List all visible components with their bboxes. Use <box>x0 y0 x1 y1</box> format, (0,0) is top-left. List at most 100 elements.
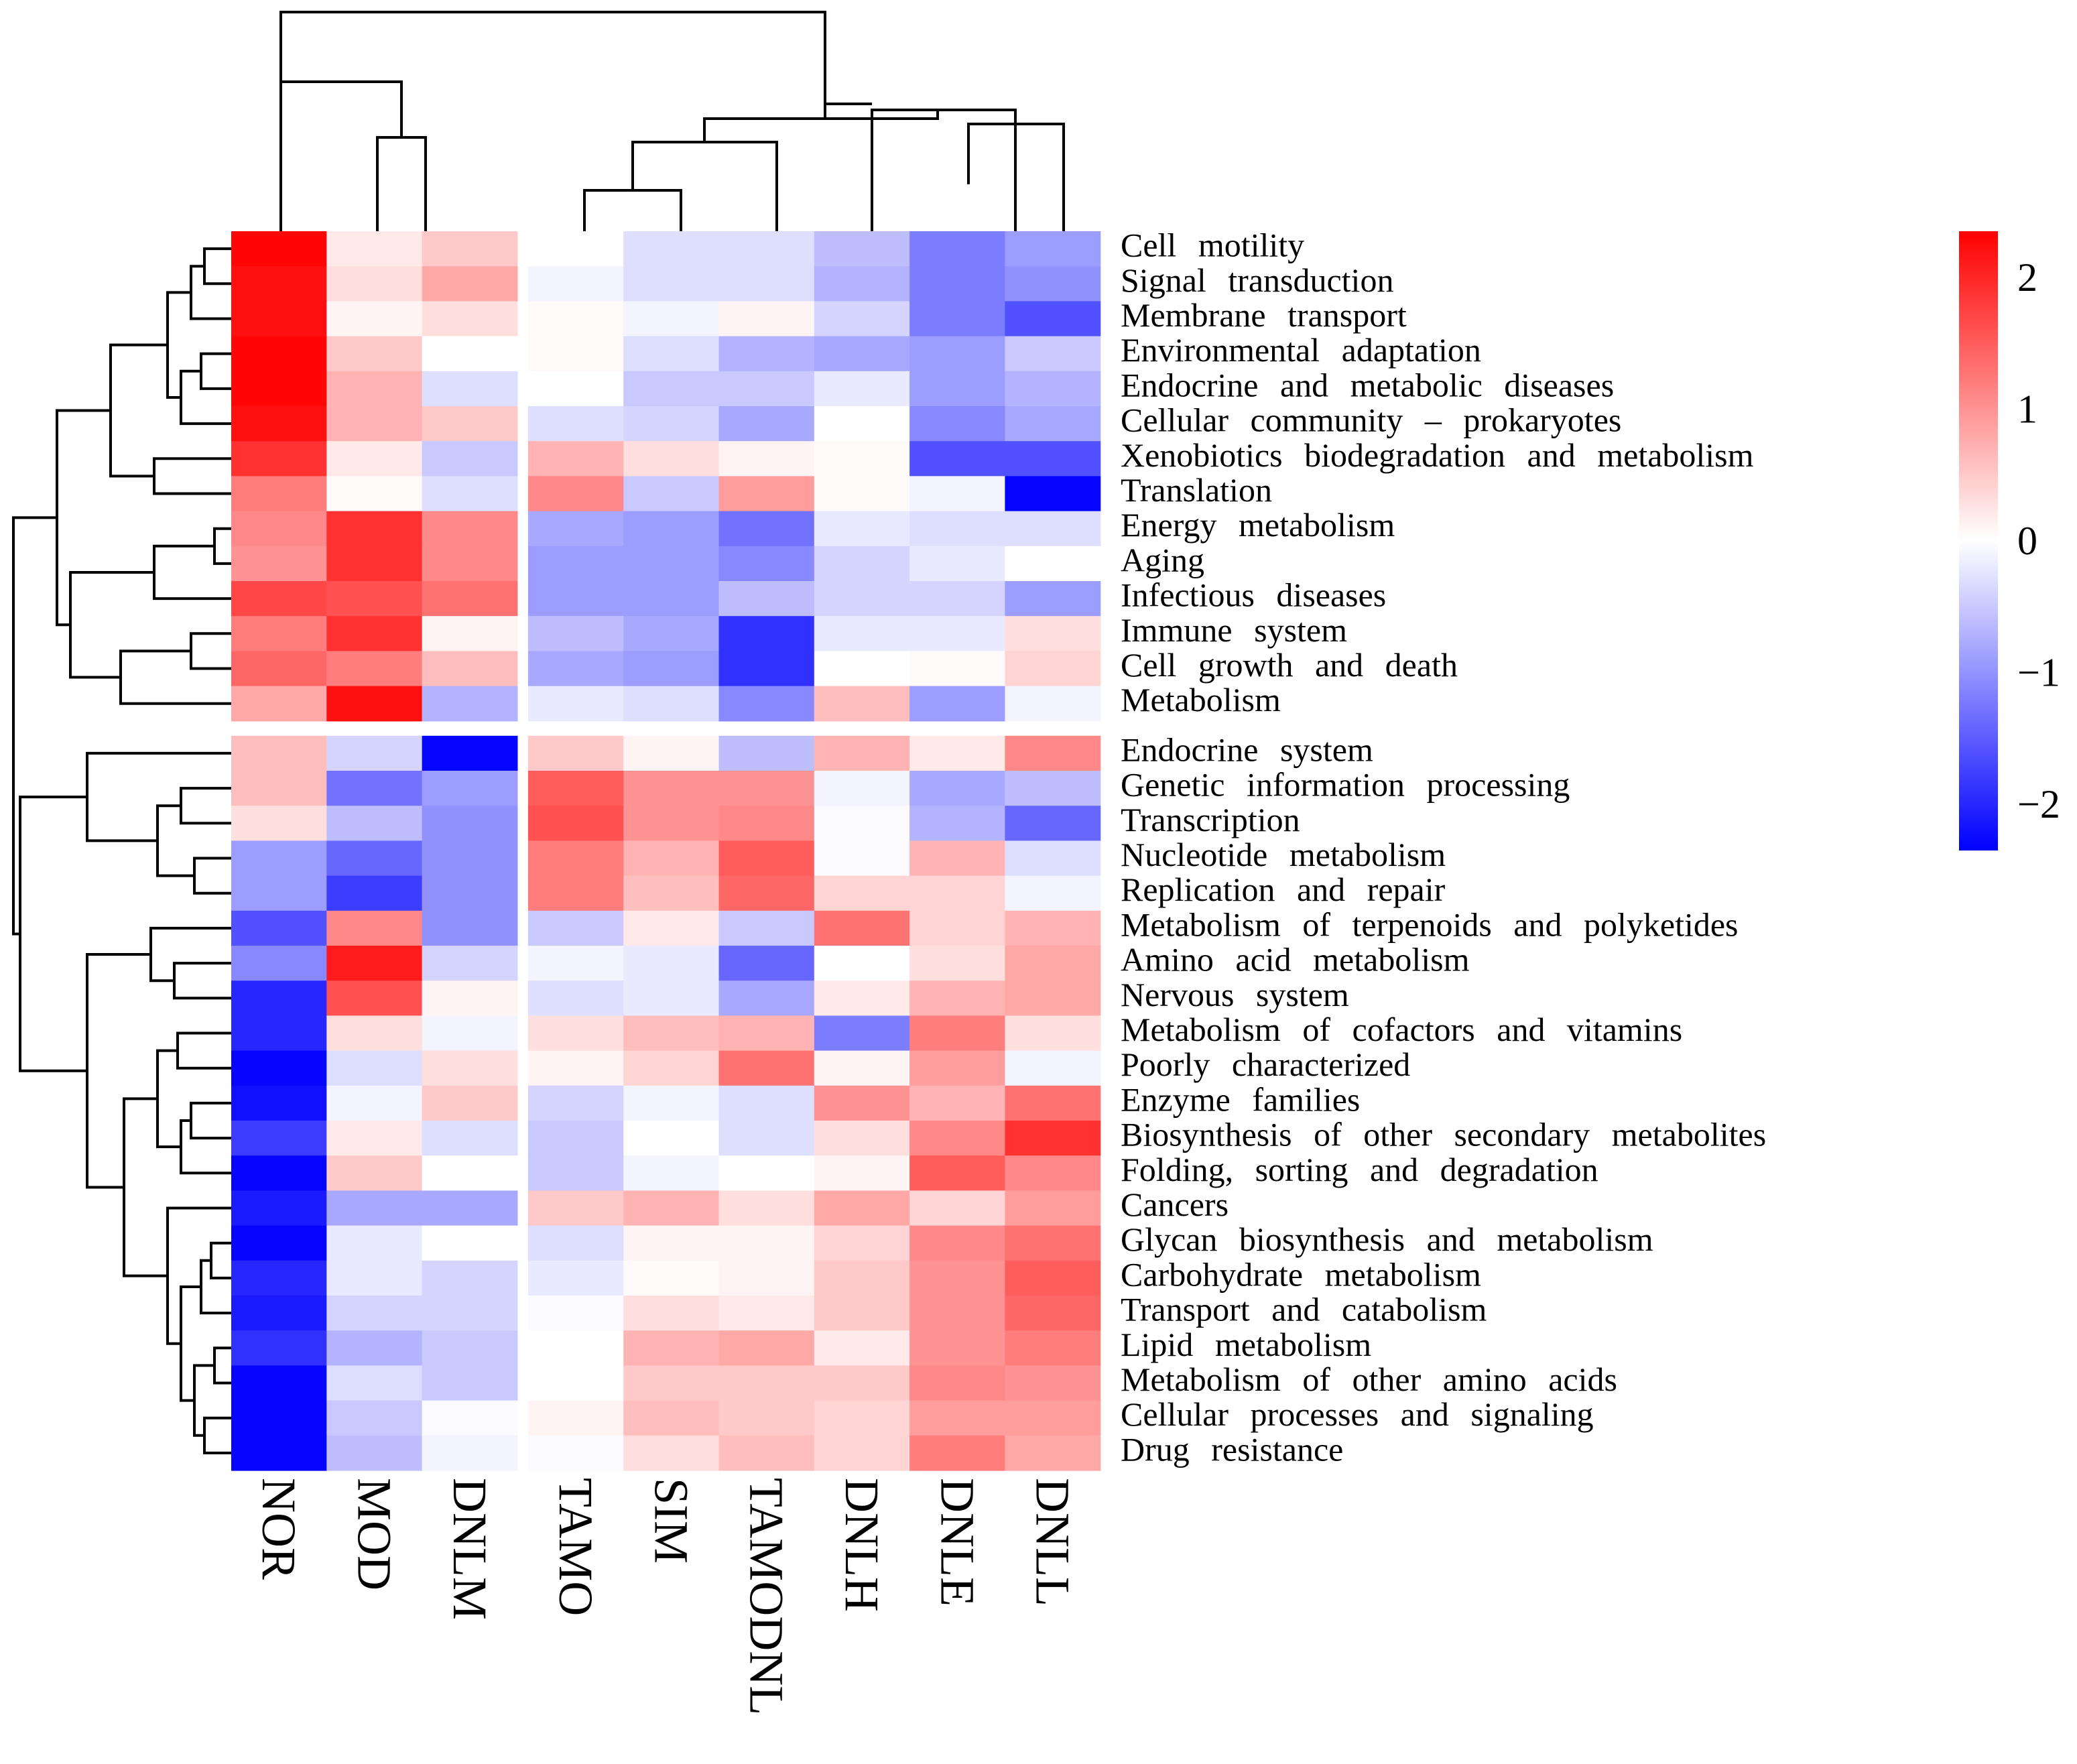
heatmap-cell <box>326 581 423 617</box>
row-dendrogram-branches <box>12 247 231 1454</box>
heatmap-cell <box>814 1260 910 1296</box>
heatmap-cell <box>718 581 815 617</box>
heatmap-cell <box>1005 1260 1101 1296</box>
heatmap-cell <box>623 1015 720 1052</box>
heatmap-cell <box>1005 266 1101 302</box>
row-label: Glycan biosynthesis and metabolism <box>1121 1220 1653 1258</box>
heatmap-cell <box>909 441 1005 477</box>
heatmap-cell <box>909 231 1005 267</box>
heatmap-cell <box>1005 301 1101 337</box>
heatmap-cell <box>1005 406 1101 442</box>
heatmap-cell <box>231 1225 327 1261</box>
heatmap-cell <box>231 735 327 771</box>
heatmap-cell <box>909 336 1005 372</box>
heatmap-cell <box>326 981 423 1016</box>
heatmap-cell <box>623 946 720 981</box>
heatmap-cell <box>909 616 1005 651</box>
heatmap-cell <box>718 1296 815 1331</box>
heatmap-cell <box>909 406 1005 442</box>
heatmap-cell <box>422 336 518 372</box>
heatmap-cell <box>718 1190 815 1226</box>
heatmap-cell <box>326 735 423 771</box>
heatmap-cell <box>909 1015 1005 1052</box>
heatmap-cell <box>909 1296 1005 1331</box>
heatmap-cell <box>623 266 720 302</box>
heatmap-cell <box>231 1260 327 1296</box>
heatmap-cell <box>527 1296 624 1331</box>
row-label: Cellular community – prokaryotes <box>1121 401 1621 439</box>
heatmap-cell <box>326 1260 423 1296</box>
heatmap-cell <box>527 616 624 651</box>
heatmap-cell <box>231 1365 327 1401</box>
row-label: Folding, sorting and degradation <box>1121 1151 1598 1188</box>
heatmap-cell <box>909 1121 1005 1156</box>
heatmap-cell <box>623 1330 720 1366</box>
heatmap-cell <box>718 406 815 442</box>
heatmap-cell <box>718 840 815 877</box>
heatmap-cell <box>718 616 815 651</box>
heatmap-cell <box>623 1435 720 1471</box>
heatmap-cell <box>623 806 720 841</box>
row-label: Nervous system <box>1121 976 1349 1013</box>
row-label: Carbohydrate metabolism <box>1121 1255 1481 1293</box>
heatmap-cell <box>326 806 423 841</box>
heatmap-cell <box>623 511 720 547</box>
column-label: DNLE <box>930 1478 984 1606</box>
heatmap-cell <box>422 546 518 582</box>
heatmap-cell <box>909 1190 1005 1226</box>
heatmap-cell <box>231 371 327 407</box>
row-label: Biosynthesis of other secondary metaboli… <box>1121 1116 1766 1153</box>
heatmap-cell <box>718 651 815 687</box>
column-label: NOR <box>252 1478 306 1580</box>
heatmap-cell <box>422 946 518 981</box>
heatmap-cell <box>623 1085 720 1121</box>
row-label: Cellular processes and signaling <box>1121 1395 1594 1433</box>
heatmap-cell <box>718 231 815 267</box>
heatmap-cell <box>814 1015 910 1052</box>
heatmap-cell <box>623 231 720 267</box>
row-label: Metabolism of terpenoids and polyketides <box>1121 905 1739 943</box>
heatmap-cell <box>623 1260 720 1296</box>
heatmap-cell <box>527 1050 624 1086</box>
heatmap-cell <box>909 301 1005 337</box>
heatmap-cell <box>623 546 720 582</box>
heatmap-cell <box>623 1400 720 1436</box>
heatmap-cell <box>814 231 910 267</box>
heatmap-cell <box>1005 1190 1101 1226</box>
heatmap-cell <box>814 686 910 722</box>
heatmap-cell <box>422 651 518 687</box>
heatmap-cell <box>326 336 423 372</box>
heatmap-cell <box>231 1330 327 1366</box>
heatmap-cell <box>909 875 1005 911</box>
color-legend-ticks: 2 1 0 −1 −2 <box>2017 255 2060 826</box>
heatmap-cell <box>231 1121 327 1156</box>
heatmap-cell <box>231 476 327 512</box>
heatmap-cell <box>231 1155 327 1191</box>
heatmap-cell <box>527 1155 624 1191</box>
heatmap-cell <box>718 1015 815 1052</box>
heatmap-cell <box>527 1085 624 1121</box>
heatmap-cell <box>231 651 327 687</box>
heatmap-cell <box>623 616 720 651</box>
heatmap-cell <box>231 441 327 477</box>
row-label: Membrane transport <box>1121 296 1407 334</box>
heatmap-cell <box>527 1330 624 1366</box>
column-labels: NOR MOD DNLM TAMO SIM TAMODNL DNLH DNLE DNLL <box>252 1478 1079 1715</box>
heatmap-cell <box>527 581 624 617</box>
heatmap-cell <box>231 771 327 806</box>
heatmap-cell <box>814 946 910 981</box>
heatmap-cell <box>718 1225 815 1261</box>
heatmap-cell <box>623 771 720 806</box>
heatmap-cell <box>814 651 910 687</box>
heatmap-cell <box>326 1365 423 1401</box>
heatmap-cell <box>231 910 327 946</box>
heatmap-cell <box>1005 875 1101 911</box>
heatmap-cell <box>814 406 910 442</box>
heatmap-cell <box>326 1296 423 1331</box>
heatmap-cell <box>718 301 815 337</box>
heatmap-cell <box>718 981 815 1016</box>
heatmap-cell <box>231 1296 327 1331</box>
row-label: Xenobiotics biodegradation and metabolis… <box>1121 436 1754 474</box>
heatmap-cell <box>814 1155 910 1191</box>
heatmap-cell <box>231 981 327 1016</box>
